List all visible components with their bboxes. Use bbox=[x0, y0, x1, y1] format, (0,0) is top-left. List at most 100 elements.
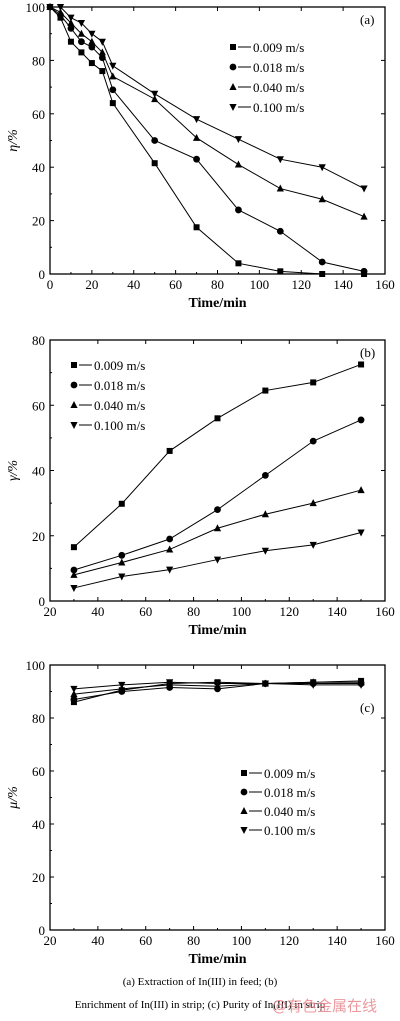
x-tick-label: 120 bbox=[292, 277, 312, 292]
legend-label: 0.009 m/s bbox=[94, 358, 145, 373]
data-point-2 bbox=[309, 499, 317, 507]
x-tick-label: 100 bbox=[232, 933, 252, 948]
data-point-0 bbox=[88, 60, 95, 67]
x-tick-label: 20 bbox=[44, 604, 57, 619]
legend-marker bbox=[240, 788, 248, 796]
legend-label: 0.040 m/s bbox=[264, 804, 315, 819]
data-point-2 bbox=[360, 212, 368, 220]
data-point-2 bbox=[261, 510, 269, 518]
x-tick-label: 120 bbox=[280, 933, 300, 948]
data-point-2 bbox=[166, 545, 174, 553]
y-tick-label: 80 bbox=[32, 333, 45, 348]
data-point-3 bbox=[309, 541, 317, 549]
data-point-1 bbox=[166, 535, 174, 543]
x-tick-label: 40 bbox=[91, 933, 104, 948]
watermark: @有色金属在线 bbox=[272, 997, 378, 1015]
x-tick-label: 60 bbox=[139, 604, 152, 619]
data-point-0 bbox=[109, 100, 116, 107]
data-point-3 bbox=[261, 547, 269, 555]
data-point-3 bbox=[70, 584, 78, 592]
legend-label: 0.009 m/s bbox=[264, 766, 315, 781]
y-tick-label: 80 bbox=[32, 711, 45, 726]
data-point-2 bbox=[88, 37, 96, 45]
x-tick-label: 100 bbox=[232, 604, 252, 619]
x-tick-label: 0 bbox=[47, 277, 54, 292]
data-point-2 bbox=[109, 72, 117, 80]
caption-line-2: Enrichment of In(III) in strip; (c) Puri… bbox=[74, 999, 326, 1011]
x-tick-label: 40 bbox=[127, 277, 140, 292]
data-point-0 bbox=[310, 379, 317, 386]
data-point-3 bbox=[67, 14, 75, 22]
chart-panel-c: 20 40 60 80 100 120 140 160020406080100Time/min… bbox=[6, 658, 395, 967]
data-point-1 bbox=[309, 437, 317, 445]
data-point-3 bbox=[213, 556, 222, 564]
data-point-3 bbox=[151, 90, 159, 98]
data-point-0 bbox=[118, 500, 125, 507]
data-point-1 bbox=[318, 258, 326, 266]
data-point-3 bbox=[166, 566, 174, 574]
x-tick-label: 100 bbox=[250, 277, 270, 292]
data-point-3 bbox=[318, 164, 326, 172]
data-point-3 bbox=[234, 136, 243, 144]
x-axis-label: Time/min bbox=[188, 623, 246, 638]
legend-label: 0.018 m/s bbox=[94, 378, 145, 393]
data-point-3 bbox=[98, 38, 106, 46]
data-point-3 bbox=[213, 680, 222, 688]
y-tick-label: 60 bbox=[32, 107, 45, 122]
y-tick-label: 100 bbox=[26, 0, 46, 15]
y-tick-label: 60 bbox=[32, 764, 45, 779]
data-point-2 bbox=[276, 184, 284, 192]
data-point-1 bbox=[109, 86, 117, 94]
legend-label: 0.040 m/s bbox=[253, 80, 304, 95]
legend-marker bbox=[70, 401, 78, 408]
x-tick-label: 160 bbox=[375, 604, 395, 619]
series-line-3 bbox=[50, 6, 365, 190]
legend-label: 0.018 m/s bbox=[253, 60, 304, 75]
legend-marker bbox=[240, 807, 248, 814]
data-point-3 bbox=[70, 685, 78, 693]
data-point-1 bbox=[214, 506, 221, 514]
x-tick-label: 140 bbox=[333, 277, 353, 292]
data-point-0 bbox=[67, 38, 74, 45]
legend-label: 0.018 m/s bbox=[264, 785, 315, 800]
x-tick-label: 60 bbox=[139, 933, 152, 948]
data-point-3 bbox=[357, 681, 365, 689]
y-tick-label: 40 bbox=[32, 464, 45, 479]
legend-marker bbox=[230, 44, 236, 50]
legend-label: 0.040 m/s bbox=[94, 398, 145, 413]
data-point-3 bbox=[357, 529, 365, 537]
data-point-0 bbox=[319, 271, 326, 277]
data-point-3 bbox=[77, 20, 86, 28]
data-point-3 bbox=[309, 681, 317, 689]
data-point-2 bbox=[318, 195, 326, 203]
data-point-0 bbox=[358, 361, 365, 368]
caption-line-1: (a) Extraction of In(III) in feed; (b) bbox=[122, 976, 278, 988]
data-point-1 bbox=[78, 38, 85, 46]
data-point-3 bbox=[261, 680, 269, 688]
y-tick-label: 100 bbox=[26, 658, 46, 673]
y-tick-label: 20 bbox=[32, 529, 45, 544]
data-point-3 bbox=[118, 681, 126, 689]
legend-marker bbox=[70, 422, 78, 429]
plot-frame bbox=[49, 664, 386, 931]
data-point-0 bbox=[193, 224, 200, 231]
legend-marker bbox=[229, 104, 237, 111]
y-tick-label: 20 bbox=[32, 870, 45, 885]
data-point-1 bbox=[235, 206, 242, 214]
data-point-0 bbox=[214, 415, 221, 422]
x-tick-label: 80 bbox=[211, 277, 224, 292]
data-point-2 bbox=[118, 558, 126, 566]
data-point-1 bbox=[151, 137, 159, 144]
data-point-3 bbox=[109, 62, 117, 70]
x-tick-label: 80 bbox=[187, 604, 200, 619]
x-tick-label: 40 bbox=[91, 604, 104, 619]
data-point-3 bbox=[192, 116, 201, 124]
legend-marker bbox=[240, 827, 248, 834]
plot-frame bbox=[49, 6, 386, 275]
data-point-1 bbox=[357, 416, 365, 424]
data-point-1 bbox=[193, 155, 200, 163]
data-point-2 bbox=[56, 8, 65, 16]
data-point-2 bbox=[70, 690, 78, 698]
data-point-1 bbox=[67, 24, 75, 32]
